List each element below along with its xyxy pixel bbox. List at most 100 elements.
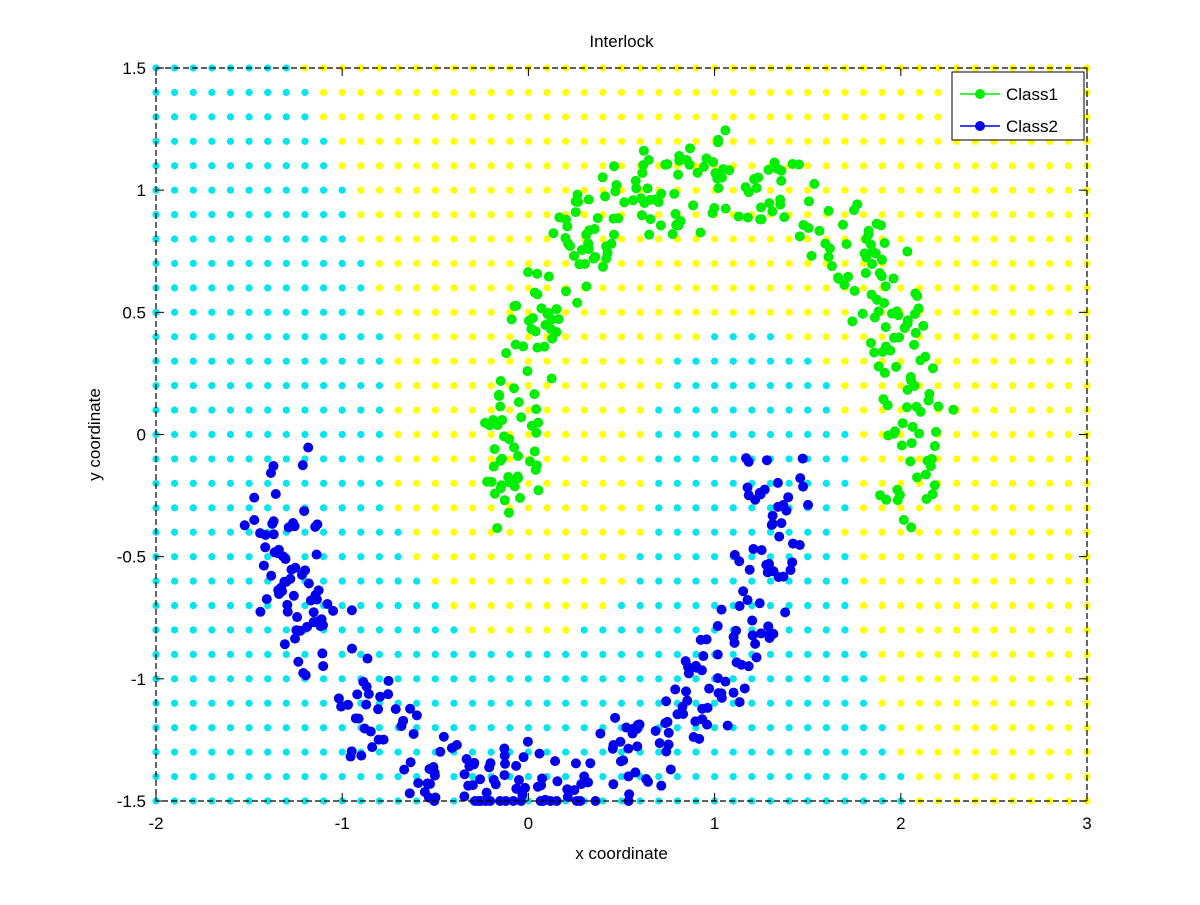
axis-ticks: -2 -1 0 1 2 3-1.5-1-0.500.511.5 xyxy=(117,59,1092,833)
data-point-class1 xyxy=(852,199,863,210)
grid-dot xyxy=(264,699,272,707)
grid-dot xyxy=(450,113,458,121)
data-point-class1 xyxy=(906,522,917,533)
grid-dot xyxy=(1008,650,1017,659)
grid-dot xyxy=(971,162,979,170)
grid-dot xyxy=(785,797,793,805)
grid-dot xyxy=(543,259,551,268)
grid-dot xyxy=(226,357,235,365)
data-point-class2 xyxy=(751,652,762,663)
grid-dot xyxy=(208,88,216,97)
grid-dot xyxy=(375,186,384,194)
data-point-class2 xyxy=(298,668,309,679)
grid-dot xyxy=(1064,186,1072,194)
data-point-class2 xyxy=(537,773,548,784)
data-point-class2 xyxy=(522,736,533,747)
grid-dot xyxy=(301,186,309,194)
grid-dot xyxy=(450,406,458,414)
grid-dot xyxy=(1064,650,1072,659)
grid-dot xyxy=(785,382,793,390)
grid-dot xyxy=(264,186,272,194)
grid-dot xyxy=(338,137,346,145)
grid-dot xyxy=(171,357,179,365)
grid-dot xyxy=(711,601,719,610)
data-point-class2 xyxy=(258,560,269,571)
grid-dot xyxy=(785,479,793,487)
grid-dot xyxy=(841,186,849,194)
data-point-class2 xyxy=(361,699,372,710)
grid-dot xyxy=(785,88,793,97)
grid-dot xyxy=(357,137,365,145)
grid-dot xyxy=(878,479,886,487)
grid-dot xyxy=(357,64,365,72)
data-point-class1 xyxy=(597,172,608,183)
data-point-class1 xyxy=(877,346,888,357)
grid-dot xyxy=(636,113,644,121)
grid-dot xyxy=(897,186,905,194)
grid-dot xyxy=(748,382,756,390)
grid-dot xyxy=(859,626,868,634)
grid-dot xyxy=(897,504,905,512)
grid-dot xyxy=(1046,430,1054,439)
grid-dot xyxy=(1046,284,1054,292)
grid-dot xyxy=(208,333,216,341)
grid-dot xyxy=(841,626,849,634)
grid-dot xyxy=(524,699,533,707)
grid-dot xyxy=(152,235,160,243)
grid-dot xyxy=(543,553,551,561)
grid-dot xyxy=(729,308,737,316)
grid-dot xyxy=(301,724,309,732)
grid-dot xyxy=(394,455,402,463)
data-point-class1 xyxy=(692,167,703,178)
grid-dot xyxy=(375,479,384,487)
data-point-class2 xyxy=(459,769,470,780)
grid-dot xyxy=(804,333,812,341)
grid-dot xyxy=(506,724,514,732)
grid-dot xyxy=(524,284,533,292)
grid-dot xyxy=(990,235,998,243)
grid-dot xyxy=(543,528,551,536)
grid-dot xyxy=(804,186,812,194)
data-point-class2 xyxy=(375,691,386,702)
grid-dot xyxy=(692,650,700,659)
data-point-class1 xyxy=(543,271,554,282)
grid-dot xyxy=(636,528,644,536)
data-point-class1 xyxy=(531,404,542,415)
grid-dot xyxy=(953,577,961,585)
grid-dot xyxy=(934,88,942,97)
grid-dot xyxy=(562,162,570,170)
grid-dot xyxy=(729,650,737,659)
grid-dot xyxy=(841,577,849,585)
grid-dot xyxy=(748,772,756,781)
grid-dot xyxy=(766,382,775,390)
grid-dot xyxy=(580,528,588,536)
grid-dot xyxy=(338,479,346,487)
grid-dot xyxy=(431,259,439,268)
grid-dot xyxy=(524,186,533,194)
grid-dot xyxy=(1064,430,1072,439)
grid-dot xyxy=(487,162,495,170)
data-point-class2 xyxy=(356,750,367,761)
grid-dot xyxy=(953,553,961,561)
data-point-class1 xyxy=(910,327,921,338)
grid-dot xyxy=(878,162,886,170)
grid-dot xyxy=(673,650,681,659)
grid-dot xyxy=(319,186,328,194)
data-point-class2 xyxy=(413,778,424,789)
grid-dot xyxy=(487,675,495,683)
grid-dot xyxy=(338,308,346,316)
grid-dot xyxy=(934,186,942,194)
grid-dot xyxy=(357,650,365,659)
data-point-class2 xyxy=(663,727,674,738)
grid-dot xyxy=(1046,772,1054,781)
grid-dot xyxy=(934,748,942,756)
grid-dot xyxy=(562,675,570,683)
grid-dot xyxy=(748,724,756,732)
grid-dot xyxy=(878,601,886,610)
grid-dot xyxy=(524,382,533,390)
data-point-class1 xyxy=(733,211,744,222)
grid-dot xyxy=(804,357,812,365)
grid-dot xyxy=(953,357,961,365)
data-point-class1 xyxy=(798,219,809,230)
grid-dot xyxy=(226,235,235,243)
